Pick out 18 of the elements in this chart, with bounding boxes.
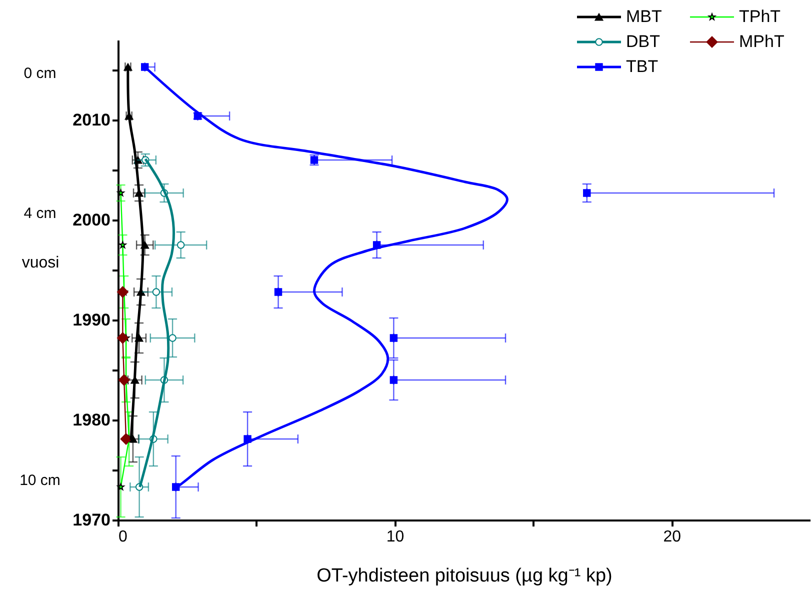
y-tick-label: 2000 — [72, 210, 110, 230]
x-tick-label: 10 — [386, 528, 404, 546]
legend-label: MPhT — [739, 32, 784, 51]
legend-label: DBT — [626, 32, 660, 51]
text: 10 cm — [20, 472, 60, 489]
x-tick-label: 0 — [118, 528, 128, 546]
x-tick-label: 20 — [663, 528, 682, 546]
legend-label: MBT — [626, 7, 662, 26]
legend-label: TPhT — [739, 7, 781, 26]
x-axis-title: OT-yhdisteen pitoisuus (µg kg⁻¹ kp) — [316, 566, 612, 586]
y-tick-label: 1970 — [72, 510, 110, 530]
y-axis-title: vuosi — [22, 254, 60, 272]
y-tick-label: 1980 — [72, 410, 110, 430]
y-tick-label: 2010 — [72, 110, 110, 130]
y-tick-label: 1990 — [72, 310, 110, 330]
legend-label: TBT — [626, 57, 658, 76]
text: 4 cm — [24, 205, 56, 222]
text: 0 cm — [24, 65, 56, 82]
